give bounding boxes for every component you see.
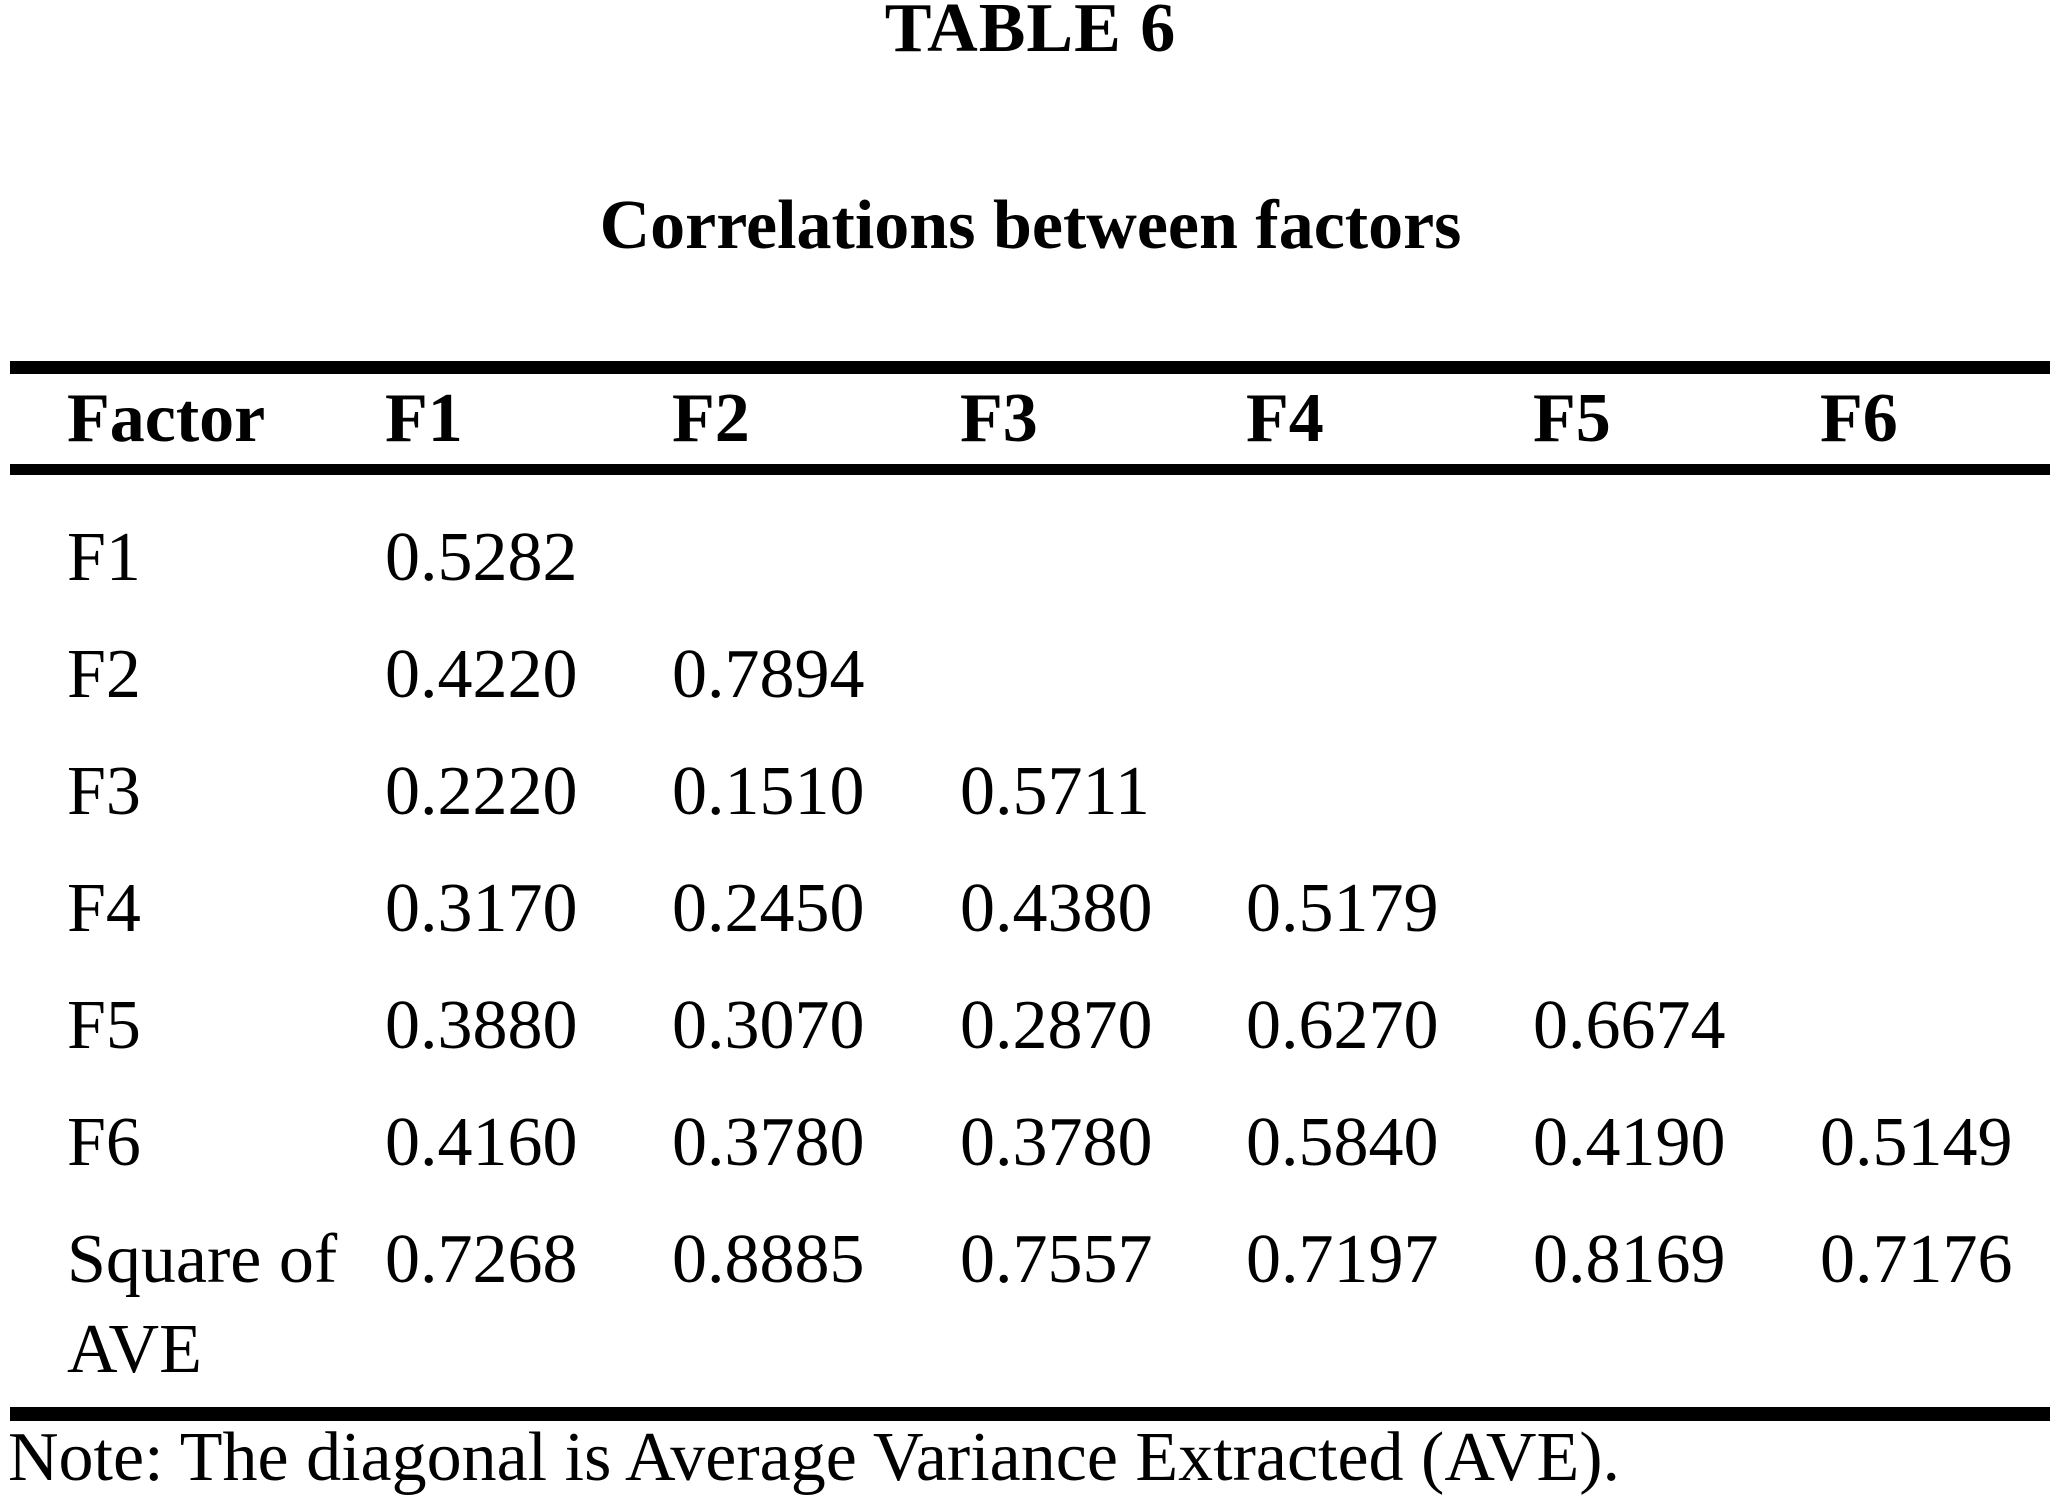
table-cell — [1820, 864, 2050, 981]
table-cell — [1246, 630, 1533, 747]
correlation-table: Factor F1 F2 F3 F4 F5 F6 F1 0.5282 F2 — [10, 361, 2050, 1421]
table-row-f6: F6 0.4160 0.3780 0.3780 0.5840 0.4190 0.… — [10, 1098, 2050, 1215]
table-note: Note: The diagonal is Average Variance E… — [8, 1419, 1621, 1496]
table-cell: 0.5282 — [385, 519, 578, 596]
row-label: F2 — [67, 636, 141, 713]
column-header-f5: F5 — [1533, 367, 1820, 475]
table-cell: 0.3170 — [385, 870, 578, 947]
table-cell: 0.8885 — [672, 1221, 865, 1298]
column-header-f2: F2 — [672, 367, 960, 475]
table-cell: 0.6270 — [1246, 987, 1439, 1064]
row-label: F4 — [67, 870, 141, 947]
table-cell — [1820, 747, 2050, 864]
column-header-f6: F6 — [1820, 367, 2050, 475]
table-cell: 0.3780 — [960, 1104, 1153, 1181]
row-label: F6 — [67, 1104, 141, 1181]
table-cell: 0.3780 — [672, 1104, 865, 1181]
table-cell: 0.2870 — [960, 987, 1153, 1064]
table-cell — [1820, 630, 2050, 747]
table-cell — [960, 470, 1246, 631]
table-row-f4: F4 0.3170 0.2450 0.4380 0.5179 — [10, 864, 2050, 981]
table-cell — [960, 630, 1246, 747]
table-row-f5: F5 0.3880 0.3070 0.2870 0.6270 0.6674 — [10, 981, 2050, 1098]
table-cell — [1820, 470, 2050, 631]
table-cell — [672, 470, 960, 631]
table-cell: 0.7197 — [1246, 1221, 1439, 1298]
header-row: Factor F1 F2 F3 F4 F5 F6 — [10, 367, 2050, 475]
table-cell: 0.3070 — [672, 987, 865, 1064]
row-label: Square of AVE — [67, 1221, 338, 1388]
table-row-f2: F2 0.4220 0.7894 — [10, 630, 2050, 747]
table-cell: 0.4160 — [385, 1104, 578, 1181]
table-cell: 0.7176 — [1820, 1221, 2013, 1298]
table-cell — [1533, 470, 1820, 631]
table-cell: 0.2220 — [385, 753, 578, 830]
table-cell: 0.5840 — [1246, 1104, 1439, 1181]
table-cell — [1533, 630, 1820, 747]
table-cell: 0.4380 — [960, 870, 1153, 947]
row-label: F5 — [67, 987, 141, 1064]
table-cell: 0.4220 — [385, 636, 578, 713]
table-cell: 0.4190 — [1533, 1104, 1726, 1181]
table-caption: Correlations between factors — [599, 187, 1462, 264]
table-cell: 0.2450 — [672, 870, 865, 947]
table-cell: 0.5149 — [1820, 1104, 2013, 1181]
table-cell: 0.5179 — [1246, 870, 1439, 947]
column-header-f4: F4 — [1246, 367, 1533, 475]
table-number-title: TABLE 6 — [884, 0, 1177, 67]
column-header-f3: F3 — [960, 367, 1246, 475]
row-label: F3 — [67, 753, 141, 830]
table-cell — [1820, 981, 2050, 1098]
column-header-factor: Factor — [10, 367, 385, 475]
table-row-f3: F3 0.2220 0.1510 0.5711 — [10, 747, 2050, 864]
table-cell: 0.6674 — [1533, 987, 1726, 1064]
row-label: F1 — [67, 519, 141, 596]
table-cell: 0.1510 — [672, 753, 865, 830]
table-cell — [1246, 470, 1533, 631]
table-cell: 0.7268 — [385, 1221, 578, 1298]
table-cell: 0.8169 — [1533, 1221, 1726, 1298]
table-cell — [1246, 747, 1533, 864]
table-cell: 0.7894 — [672, 636, 865, 713]
table-row-square-of-ave: Square of AVE 0.7268 0.8885 0.7557 0.719… — [10, 1215, 2050, 1414]
table-cell — [1533, 747, 1820, 864]
table-cell — [1533, 864, 1820, 981]
table-cell: 0.7557 — [960, 1221, 1153, 1298]
table-cell: 0.3880 — [385, 987, 578, 1064]
table-row-f1: F1 0.5282 — [10, 470, 2050, 631]
table-cell: 0.5711 — [960, 753, 1150, 830]
column-header-f1: F1 — [385, 367, 672, 475]
